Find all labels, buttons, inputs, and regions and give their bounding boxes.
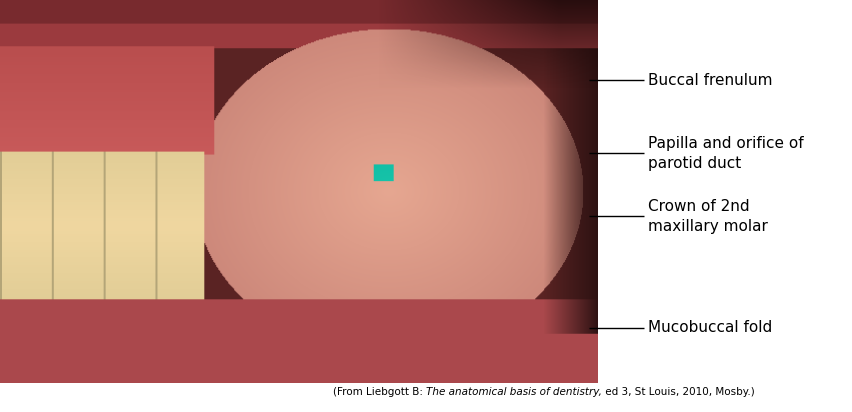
Text: Papilla and orifice of
parotid duct: Papilla and orifice of parotid duct: [648, 136, 803, 171]
Text: Mucobuccal fold: Mucobuccal fold: [648, 320, 772, 335]
Text: (From Liebgott B:: (From Liebgott B:: [333, 386, 426, 397]
Text: Crown of 2nd
maxillary molar: Crown of 2nd maxillary molar: [648, 199, 768, 234]
Text: ed 3, St Louis, 2010, Mosby.): ed 3, St Louis, 2010, Mosby.): [602, 386, 754, 397]
Text: The anatomical basis of dentistry,: The anatomical basis of dentistry,: [426, 386, 602, 397]
Text: Buccal frenulum: Buccal frenulum: [648, 73, 772, 88]
